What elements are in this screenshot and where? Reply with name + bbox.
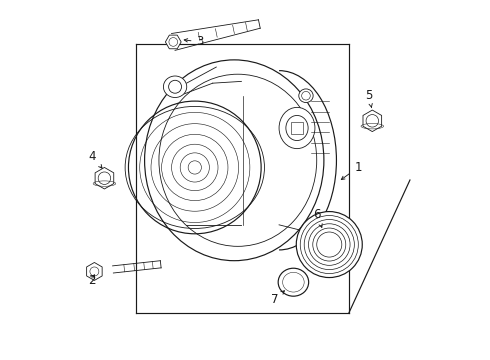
Text: 1: 1 [342,161,362,180]
Text: 7: 7 [271,291,284,306]
Polygon shape [87,262,102,280]
Ellipse shape [299,89,313,103]
Polygon shape [166,35,181,49]
Polygon shape [363,110,382,132]
Text: 3: 3 [184,35,204,49]
Ellipse shape [279,107,315,149]
Text: 5: 5 [365,89,372,108]
Ellipse shape [278,268,309,296]
Text: 4: 4 [89,150,102,168]
Polygon shape [95,167,114,189]
Ellipse shape [164,76,187,98]
Circle shape [296,212,362,278]
Text: 2: 2 [88,274,95,287]
Text: 6: 6 [313,208,322,228]
